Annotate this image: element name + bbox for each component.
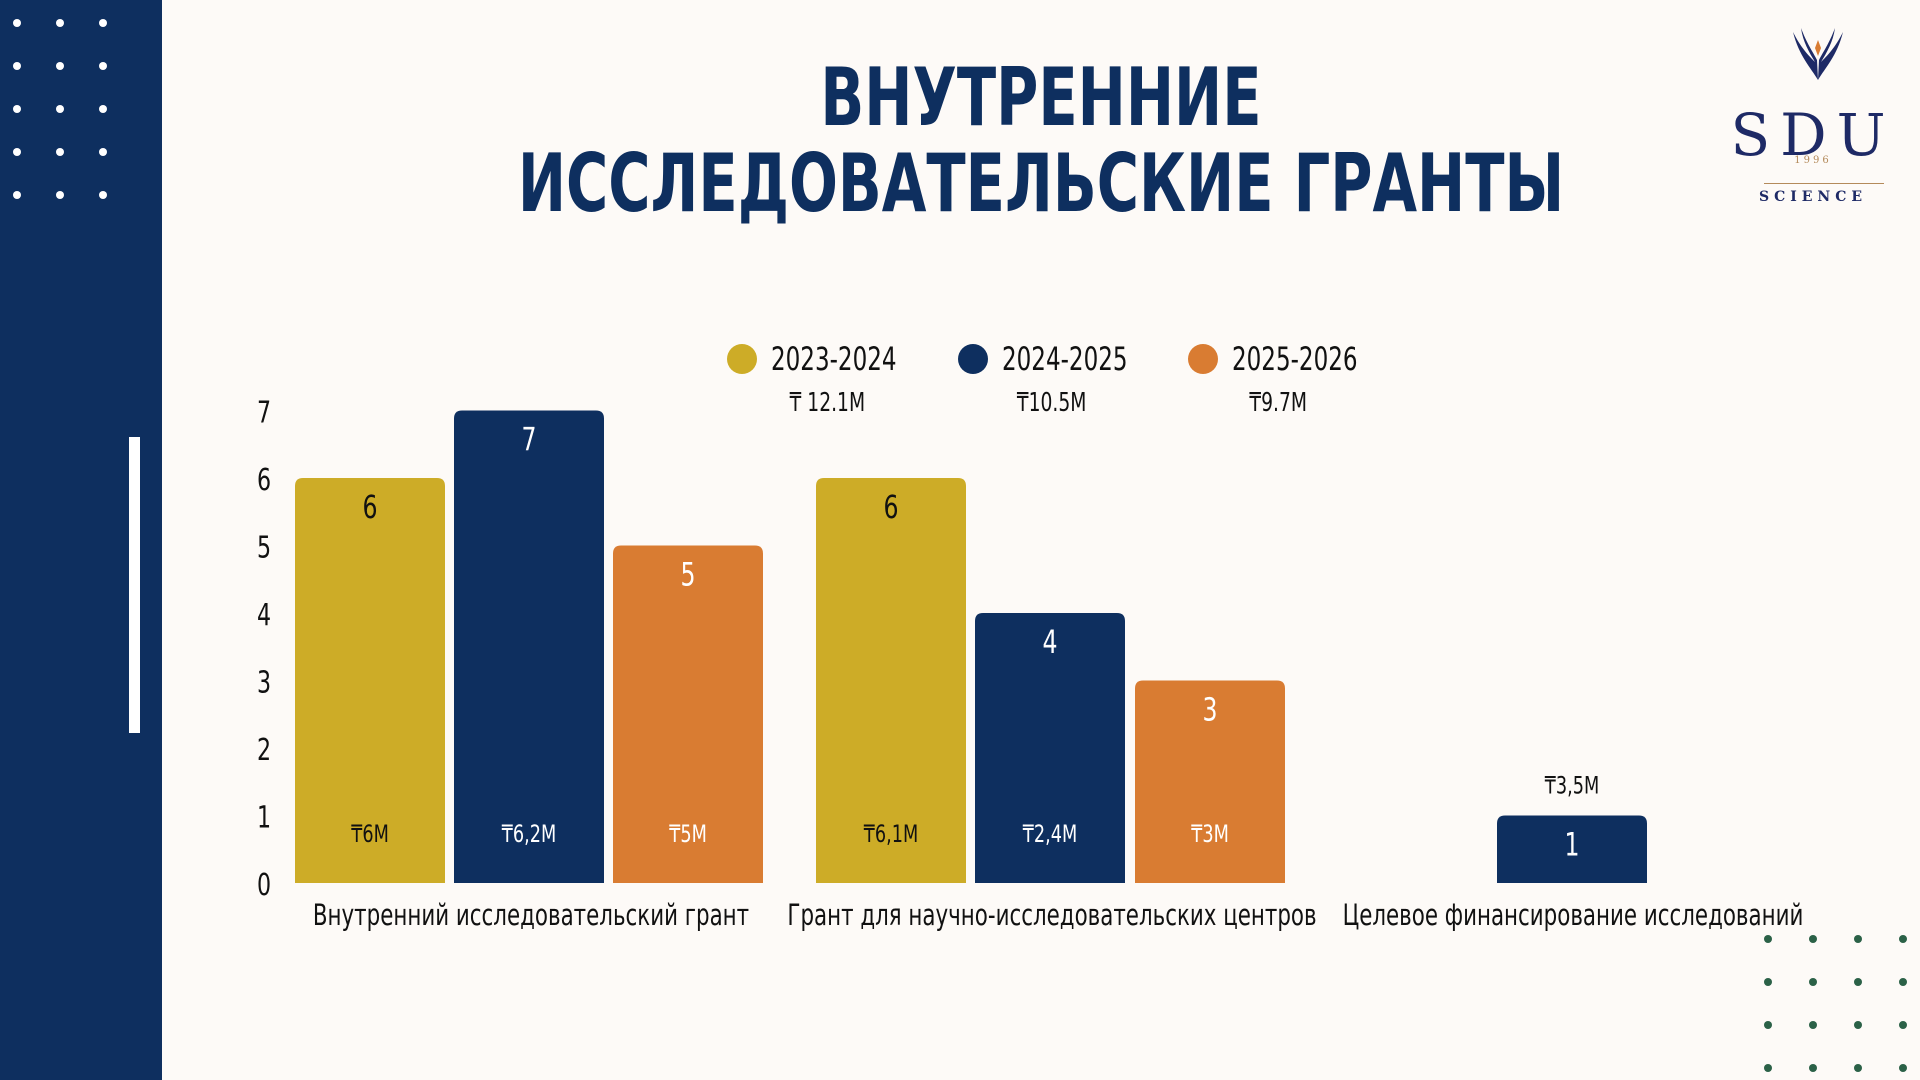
decorative-dot <box>56 62 64 70</box>
legend-total-2025-2026: ₸9.7M <box>1249 388 1308 418</box>
legend-total-2023-2024: ₸ 12.1M <box>789 388 866 418</box>
logo-subtitle: SCIENCE <box>1758 189 1868 205</box>
bar <box>454 410 604 883</box>
y-tick-label: 7 <box>257 396 271 430</box>
wings-emblem-icon <box>1793 28 1843 80</box>
y-tick-label: 4 <box>257 599 271 633</box>
decorative-dot <box>1809 935 1817 943</box>
bar-value-label: 7 <box>521 421 536 458</box>
page-title: ВНУТРЕННИЕ ИССЛЕДОВАТЕЛЬСКИЕ ГРАНТЫ <box>162 51 1920 231</box>
decorative-dot <box>1809 1064 1817 1072</box>
decorative-dot <box>1809 1021 1817 1029</box>
decorative-dot <box>56 148 64 156</box>
legend-swatch <box>958 344 988 374</box>
decorative-dot <box>13 19 21 27</box>
decorative-dot <box>1899 1021 1907 1029</box>
decorative-dot <box>99 62 107 70</box>
decorative-dot <box>99 148 107 156</box>
bar <box>816 478 966 883</box>
decorative-dot <box>13 105 21 113</box>
legend-total-2024-2025: ₸10.5M <box>1016 388 1087 418</box>
bar-value-label: 3 <box>1202 691 1217 728</box>
decorative-dot <box>56 191 64 199</box>
legend-label: 2023-2024 <box>771 340 897 378</box>
legend-label: 2025-2026 <box>1232 340 1358 378</box>
decorative-dot <box>1854 1021 1862 1029</box>
bar <box>613 545 763 883</box>
decorative-dot <box>99 19 107 27</box>
bar-amount-label: ₸3M <box>1191 821 1229 848</box>
logo-wordmark: SDU <box>1730 101 1896 169</box>
category-label: Грант для научно-исследовательских центр… <box>787 899 1316 933</box>
category-label: Внутренний исследовательский грант <box>313 899 749 933</box>
legend-swatch <box>1188 344 1218 374</box>
category-label: Целевое финансирование исследований <box>1343 899 1804 933</box>
bar-amount-label: ₸6M <box>351 821 389 848</box>
decorative-dot <box>1764 1064 1772 1072</box>
logo-year: 1996 <box>1794 155 1832 166</box>
side-accent-bar <box>129 437 140 733</box>
y-tick-label: 2 <box>257 734 271 768</box>
decorative-dot <box>1809 978 1817 986</box>
decorative-dot <box>1854 935 1862 943</box>
bar-value-label: 6 <box>362 488 377 525</box>
decorative-dot <box>1854 1064 1862 1072</box>
decorative-dot <box>13 62 21 70</box>
bar-value-label: 6 <box>883 488 898 525</box>
chart-legend: 2023-2024 2024-2025 2025-2026 ₸ 12.1M ₸1… <box>0 340 1920 420</box>
decorative-dot <box>56 19 64 27</box>
bar-amount-label: ₸3,5M <box>1545 773 1600 800</box>
legend-label: 2024-2025 <box>1002 340 1128 378</box>
decorative-dot <box>99 191 107 199</box>
bar-amount-label: ₸5M <box>669 821 707 848</box>
decorative-dot <box>1764 935 1772 943</box>
decorative-dot <box>1899 1064 1907 1072</box>
title-line-1: ВНУТРЕННИЕ <box>820 51 1262 144</box>
bar-value-label: 4 <box>1042 623 1057 660</box>
y-tick-label: 0 <box>257 869 271 903</box>
bar-value-label: 5 <box>680 556 695 593</box>
y-tick-label: 1 <box>257 801 271 835</box>
decorative-dot <box>1764 978 1772 986</box>
decorative-dot <box>1899 935 1907 943</box>
bar <box>1135 680 1285 883</box>
bar-amount-label: ₸6,1M <box>864 821 919 848</box>
bar <box>1497 815 1647 883</box>
y-tick-label: 3 <box>257 666 271 700</box>
title-line-2: ИССЛЕДОВАТЕЛЬСКИЕ ГРАНТЫ <box>517 137 1565 231</box>
bar <box>975 613 1125 883</box>
bar-value-label: 1 <box>1564 826 1579 863</box>
decorative-dot <box>1854 978 1862 986</box>
decorative-dot <box>13 148 21 156</box>
decorative-dot <box>99 105 107 113</box>
decorative-dot <box>1899 978 1907 986</box>
bar-amount-label: ₸6,2M <box>502 821 557 848</box>
decorative-dot <box>13 191 21 199</box>
y-tick-label: 5 <box>257 531 271 565</box>
legend-swatch <box>727 344 757 374</box>
bar-amount-label: ₸2,4M <box>1023 821 1078 848</box>
y-tick-label: 6 <box>257 464 271 498</box>
decorative-dot <box>1764 1021 1772 1029</box>
logo: SDU 1996 SCIENCE <box>1728 22 1898 205</box>
logo-divider <box>1764 183 1884 184</box>
bar <box>295 478 445 883</box>
decorative-dot <box>56 105 64 113</box>
